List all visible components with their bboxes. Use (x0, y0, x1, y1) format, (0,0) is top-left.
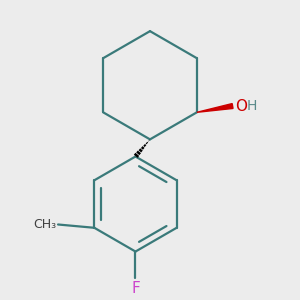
Text: O: O (235, 98, 247, 113)
Text: H: H (247, 99, 257, 113)
Polygon shape (197, 103, 233, 112)
Text: F: F (131, 281, 140, 296)
Text: CH₃: CH₃ (33, 218, 56, 231)
